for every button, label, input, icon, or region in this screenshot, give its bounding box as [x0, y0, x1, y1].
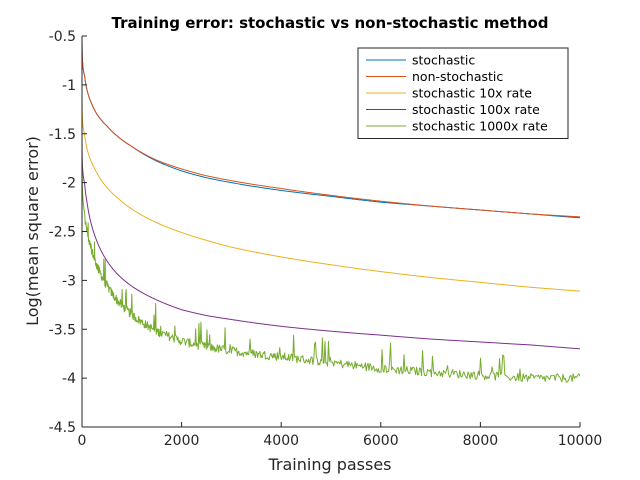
- legend-entry-3: stochastic 100x rate: [412, 102, 540, 117]
- y-axis-label: Log(mean square error): [23, 136, 42, 326]
- x-axis-ticks: 0 2000 4000 6000 8000 10000: [78, 422, 603, 449]
- x-tick-label: 10000: [558, 433, 603, 449]
- x-tick-label: 6000: [363, 433, 399, 449]
- x-tick-label: 8000: [463, 433, 499, 449]
- x-tick-label: 0: [78, 433, 87, 449]
- legend-entry-0: stochastic: [412, 53, 475, 68]
- series-line-4: [82, 158, 580, 383]
- y-tick-label: -1: [62, 78, 76, 94]
- chart-title: Training error: stochastic vs non-stocha…: [111, 14, 548, 32]
- y-tick-label: -4: [62, 371, 76, 387]
- series-line-3: [82, 143, 580, 350]
- x-tick-label: 2000: [164, 433, 200, 449]
- y-tick-label: -3.5: [49, 322, 76, 338]
- y-axis-ticks: -4.5 -4 -3.5 -3 -2.5 -2 -1.5 -1 -0.5: [49, 29, 87, 436]
- series-line-1: [82, 40, 580, 218]
- y-tick-label: -2.5: [49, 225, 76, 241]
- x-axis-label: Training passes: [267, 455, 391, 474]
- series-line-2: [82, 99, 580, 292]
- y-tick-label: -0.5: [49, 29, 76, 45]
- y-tick-label: -2: [62, 176, 76, 192]
- y-tick-label: -3: [62, 273, 76, 289]
- y-tick-label: -1.5: [49, 127, 76, 143]
- legend-entry-4: stochastic 1000x rate: [412, 119, 548, 134]
- x-tick-label: 4000: [263, 433, 299, 449]
- legend-entry-1: non-stochastic: [412, 69, 503, 84]
- legend-entry-2: stochastic 10x rate: [412, 86, 532, 101]
- y-tick-label: -4.5: [49, 420, 76, 436]
